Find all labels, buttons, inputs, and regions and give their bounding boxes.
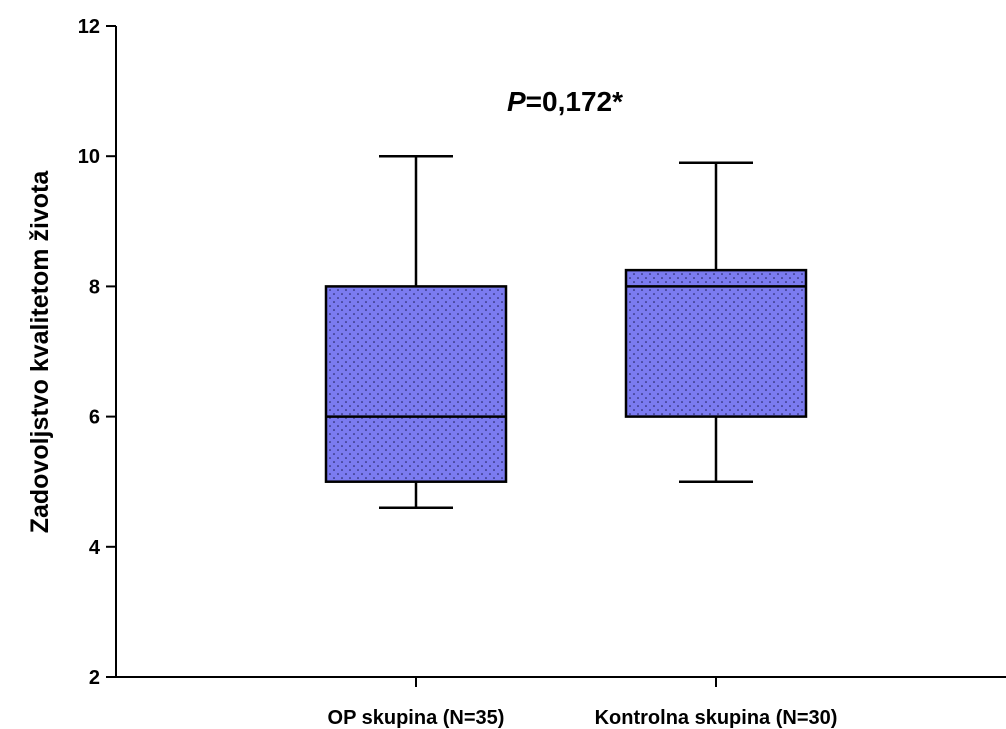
y-tick-label-2: 2 <box>89 667 100 689</box>
y-tick-label-6: 6 <box>89 407 100 429</box>
p-value-symbol: P <box>507 86 526 117</box>
y-tick-label-12: 12 <box>78 16 100 38</box>
category-label-1: OP skupina (N=35) <box>328 707 505 729</box>
plot-area: 2 4 6 8 10 12 OP skupina (N=35) Kontrolna skupi… <box>78 16 1006 729</box>
p-value-text: =0,172* <box>526 86 623 117</box>
category-label-2: Kontrolna skupina (N=30) <box>595 707 838 729</box>
box-1-iqr <box>324 285 508 483</box>
y-tick-label-10: 10 <box>78 146 100 168</box>
y-tick-label-4: 4 <box>89 537 101 559</box>
box-2-iqr <box>624 268 808 418</box>
y-tick-label-8: 8 <box>89 276 100 298</box>
p-value-annotation: P=0,172* <box>507 86 623 117</box>
y-axis-label: Zadovoljstvo kvalitetom života <box>26 170 54 534</box>
